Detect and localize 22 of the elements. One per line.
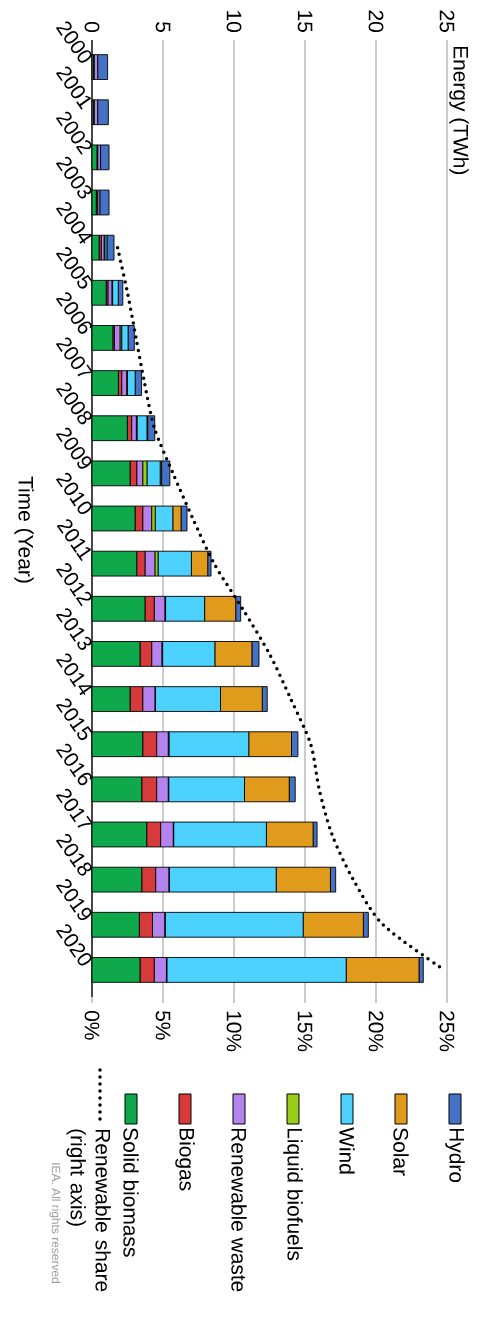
legend-label: Hydro bbox=[445, 1128, 465, 1183]
x-tick-label: 20% bbox=[368, 1011, 384, 1052]
x2-tick-label: 10 bbox=[226, 11, 242, 32]
x-tick-label: 25% bbox=[439, 1011, 455, 1052]
x2-tick-label: 5 bbox=[155, 22, 171, 32]
legend-label: Renewable share (right axis) bbox=[66, 1129, 111, 1292]
x-tick-label: 5% bbox=[155, 1011, 171, 1040]
legend-label: Solar bbox=[393, 1128, 409, 1176]
legend-label: Wind bbox=[339, 1127, 355, 1174]
x2-axis-title: Energy (TWh) bbox=[449, 46, 469, 175]
x-tick-label: 15% bbox=[297, 1011, 313, 1052]
x-tick-label: 10% bbox=[226, 1011, 242, 1052]
x2-tick-label: 20 bbox=[368, 10, 384, 32]
x2-tick-label: 15 bbox=[297, 11, 313, 32]
text: IEA. All rights reserved bbox=[49, 1163, 61, 1283]
y-axis-title: Time (Year) bbox=[14, 476, 34, 583]
legend-label: Solid biomass bbox=[123, 1128, 139, 1257]
legend-label: Liquid biofuels bbox=[283, 1128, 303, 1261]
legend-label: Biogas bbox=[175, 1128, 195, 1191]
legend-label: Renewable waste bbox=[231, 1128, 247, 1292]
x-tick-label: 0% bbox=[84, 1010, 100, 1040]
x2-tick-label: 25 bbox=[439, 10, 455, 32]
